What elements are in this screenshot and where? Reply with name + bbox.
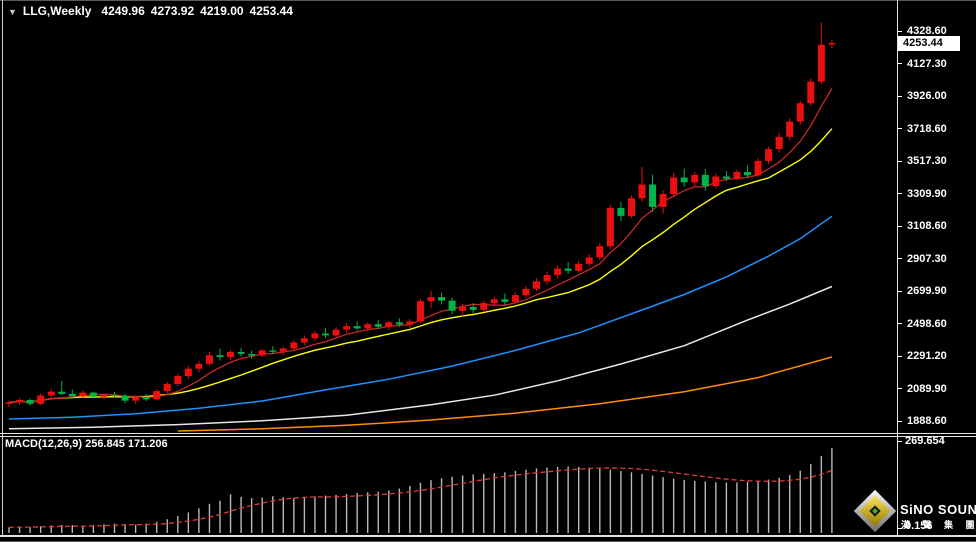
macd-axis-min-label: 0.156	[905, 520, 933, 532]
macd-axis-min-tick	[897, 528, 902, 529]
price-axis-label: 2699.90	[897, 284, 976, 298]
price-axis-label: 3309.90	[897, 187, 976, 201]
macd-axis-max-tick	[897, 441, 902, 442]
price-axis-label: 2089.90	[897, 382, 976, 396]
ma-red-line	[8, 88, 833, 404]
chart-title: ▼ LLG,Weekly 4249.96 4273.92 4219.00 4253.44	[8, 4, 299, 18]
high-value: 4273.92	[150, 4, 195, 18]
candles-group	[5, 22, 836, 408]
macd-top-border	[0, 436, 976, 437]
macd-axis-max-label: 269.654	[905, 435, 945, 447]
price-axis-label: 2498.60	[897, 317, 976, 331]
sino-sound-watermark: SiNO SOUND 漢 聲 集 團	[853, 489, 976, 538]
diamond-logo-icon	[853, 489, 897, 533]
price-axis-label: 4328.60	[897, 24, 976, 38]
main-chart-bottom-border	[0, 433, 976, 434]
price-axis-label: 3108.60	[897, 219, 976, 233]
price-axis-label: 2907.30	[897, 252, 976, 266]
open-value: 4249.96	[101, 4, 145, 18]
price-axis-label: 4127.30	[897, 57, 976, 71]
macd-signal-line	[8, 467, 833, 529]
ma-blue-line	[8, 215, 833, 420]
left-chart-border	[2, 0, 3, 535]
price-axis-label: 3517.30	[897, 154, 976, 168]
ma-orange-line	[177, 356, 833, 432]
ma-yellow-line	[8, 128, 833, 404]
macd-panel-canvas[interactable]	[0, 437, 897, 535]
ma-white-line	[8, 285, 833, 430]
price-axis-label: 1888.60	[897, 414, 976, 428]
watermark-brand-text: SiNO SOUND	[900, 502, 976, 517]
main-chart-canvas[interactable]	[0, 0, 897, 434]
symbol-dropdown-icon[interactable]: ▼	[8, 7, 17, 17]
price-axis-label: 2291.20	[897, 349, 976, 363]
watermark-chinese-text: 漢 聲 集 團	[901, 520, 976, 530]
macd-indicator-label: MACD(12,26,9) 256.845 171.206	[5, 438, 168, 450]
low-value: 4219.00	[200, 4, 244, 18]
current-price-badge: 4253.44	[898, 36, 960, 51]
price-axis-label: 3926.00	[897, 89, 976, 103]
price-axis[interactable]: 4328.60 4127.30 3926.00 3718.60 3517.30 3309.…	[897, 0, 976, 433]
macd-bottom-border	[0, 535, 976, 537]
macd-histogram	[8, 448, 833, 533]
symbol-timeframe-label: LLG,Weekly	[22, 4, 92, 18]
price-axis-divider	[897, 0, 898, 535]
close-value: 4253.44	[249, 4, 293, 18]
price-axis-label: 3718.60	[897, 122, 976, 136]
top-window-edge	[0, 0, 976, 1]
